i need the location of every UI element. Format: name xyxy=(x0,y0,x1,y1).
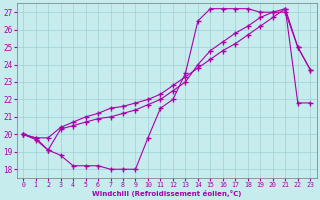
X-axis label: Windchill (Refroidissement éolien,°C): Windchill (Refroidissement éolien,°C) xyxy=(92,190,241,197)
